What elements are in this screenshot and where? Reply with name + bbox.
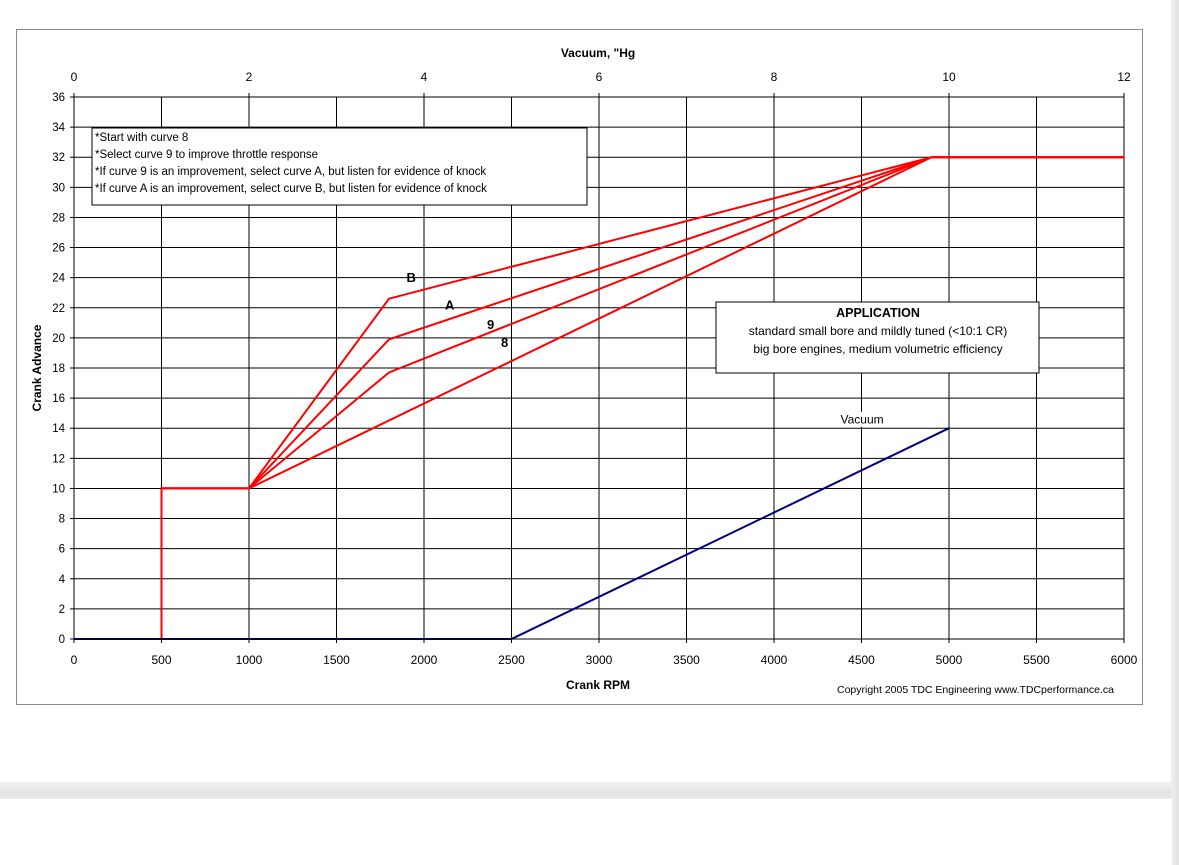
x-axis-title: Crank RPM <box>566 678 630 692</box>
top-tick-label-4: 4 <box>421 70 428 84</box>
vacuum-label-bg <box>836 411 895 427</box>
y-tick-label-12: 12 <box>52 453 65 465</box>
y-tick-label-16: 16 <box>52 393 65 405</box>
top-tick-label-8: 8 <box>771 70 778 84</box>
x-tick-label-3500: 3500 <box>673 653 700 667</box>
curve-label-8: 8 <box>501 335 508 350</box>
x-tick-label-4000: 4000 <box>761 653 788 667</box>
x-tick-label-5000: 5000 <box>936 653 963 667</box>
curve-labels: B A 98 Vacuum <box>407 270 895 427</box>
y-tick-label-6: 6 <box>59 544 65 556</box>
notes-box: *Start with curve 8 *Select curve 9 to i… <box>91 127 588 206</box>
y-tick-label-22: 22 <box>52 303 65 315</box>
curve-label-a: A <box>445 297 455 312</box>
top-tick-label-2: 2 <box>246 70 253 84</box>
top-tick-label-12: 12 <box>1117 70 1131 84</box>
x-tick-label-500: 500 <box>151 653 171 667</box>
x-tick-label-3000: 3000 <box>586 653 613 667</box>
y-tick-label-30: 30 <box>52 182 65 194</box>
y-tick-label-0: 0 <box>59 634 65 646</box>
x-tick-label-5500: 5500 <box>1023 653 1050 667</box>
x-tick-label-6000: 6000 <box>1111 653 1138 667</box>
y-tick-label-18: 18 <box>52 363 65 375</box>
y-tick-label-34: 34 <box>52 122 65 134</box>
y-axis-title: Crank Advance <box>30 324 44 411</box>
y-tick-label-14: 14 <box>52 423 65 435</box>
copyright-text: Copyright 2005 TDC Engineering www.TDCpe… <box>837 684 1114 696</box>
x-tick-label-1000: 1000 <box>236 653 263 667</box>
application-box: APPLICATION standard small bore and mild… <box>715 301 1040 374</box>
notes-line-3: *If curve 9 is an improvement, select cu… <box>95 166 486 178</box>
application-line-2: big bore engines, medium volumetric effi… <box>753 342 1002 356</box>
y-tick-label-36: 36 <box>52 92 65 104</box>
notes-line-1: *Start with curve 8 <box>95 132 188 144</box>
notes-line-2: *Select curve 9 to improve throttle resp… <box>95 149 318 161</box>
application-line-1: standard small bore and mildly tuned (<1… <box>749 324 1007 338</box>
y-tick-label-10: 10 <box>52 483 65 495</box>
top-tick-label-10: 10 <box>942 70 956 84</box>
top-tick-label-0: 0 <box>71 70 78 84</box>
y-tick-label-20: 20 <box>52 333 65 345</box>
scrollbar-edge <box>1171 0 1179 865</box>
notes-line-4: *If curve A is an improvement, select cu… <box>95 183 487 195</box>
x-tick-label-2500: 2500 <box>498 653 525 667</box>
y-tick-label-8: 8 <box>59 514 65 526</box>
x-tick-label-0: 0 <box>71 653 78 667</box>
curve-label-9: 9 <box>487 317 494 332</box>
x-tick-label-4500: 4500 <box>848 653 875 667</box>
x-tick-label-1500: 1500 <box>323 653 350 667</box>
lower-content-panel <box>0 799 1172 865</box>
section-divider <box>0 782 1172 799</box>
top-tick-label-6: 6 <box>596 70 603 84</box>
application-title: APPLICATION <box>836 306 920 320</box>
x-tick-label-2000: 2000 <box>411 653 438 667</box>
y-tick-label-2: 2 <box>59 604 65 616</box>
y-tick-label-26: 26 <box>52 243 65 255</box>
y-tick-label-32: 32 <box>52 152 65 164</box>
y-tick-label-4: 4 <box>59 574 66 586</box>
curve-label-b: B <box>407 270 416 285</box>
curve-label-vacuum: Vacuum <box>841 413 884 427</box>
y-tick-label-24: 24 <box>52 273 65 285</box>
top-axis-title: Vacuum, "Hg <box>561 46 635 60</box>
y-tick-label-28: 28 <box>52 212 65 224</box>
